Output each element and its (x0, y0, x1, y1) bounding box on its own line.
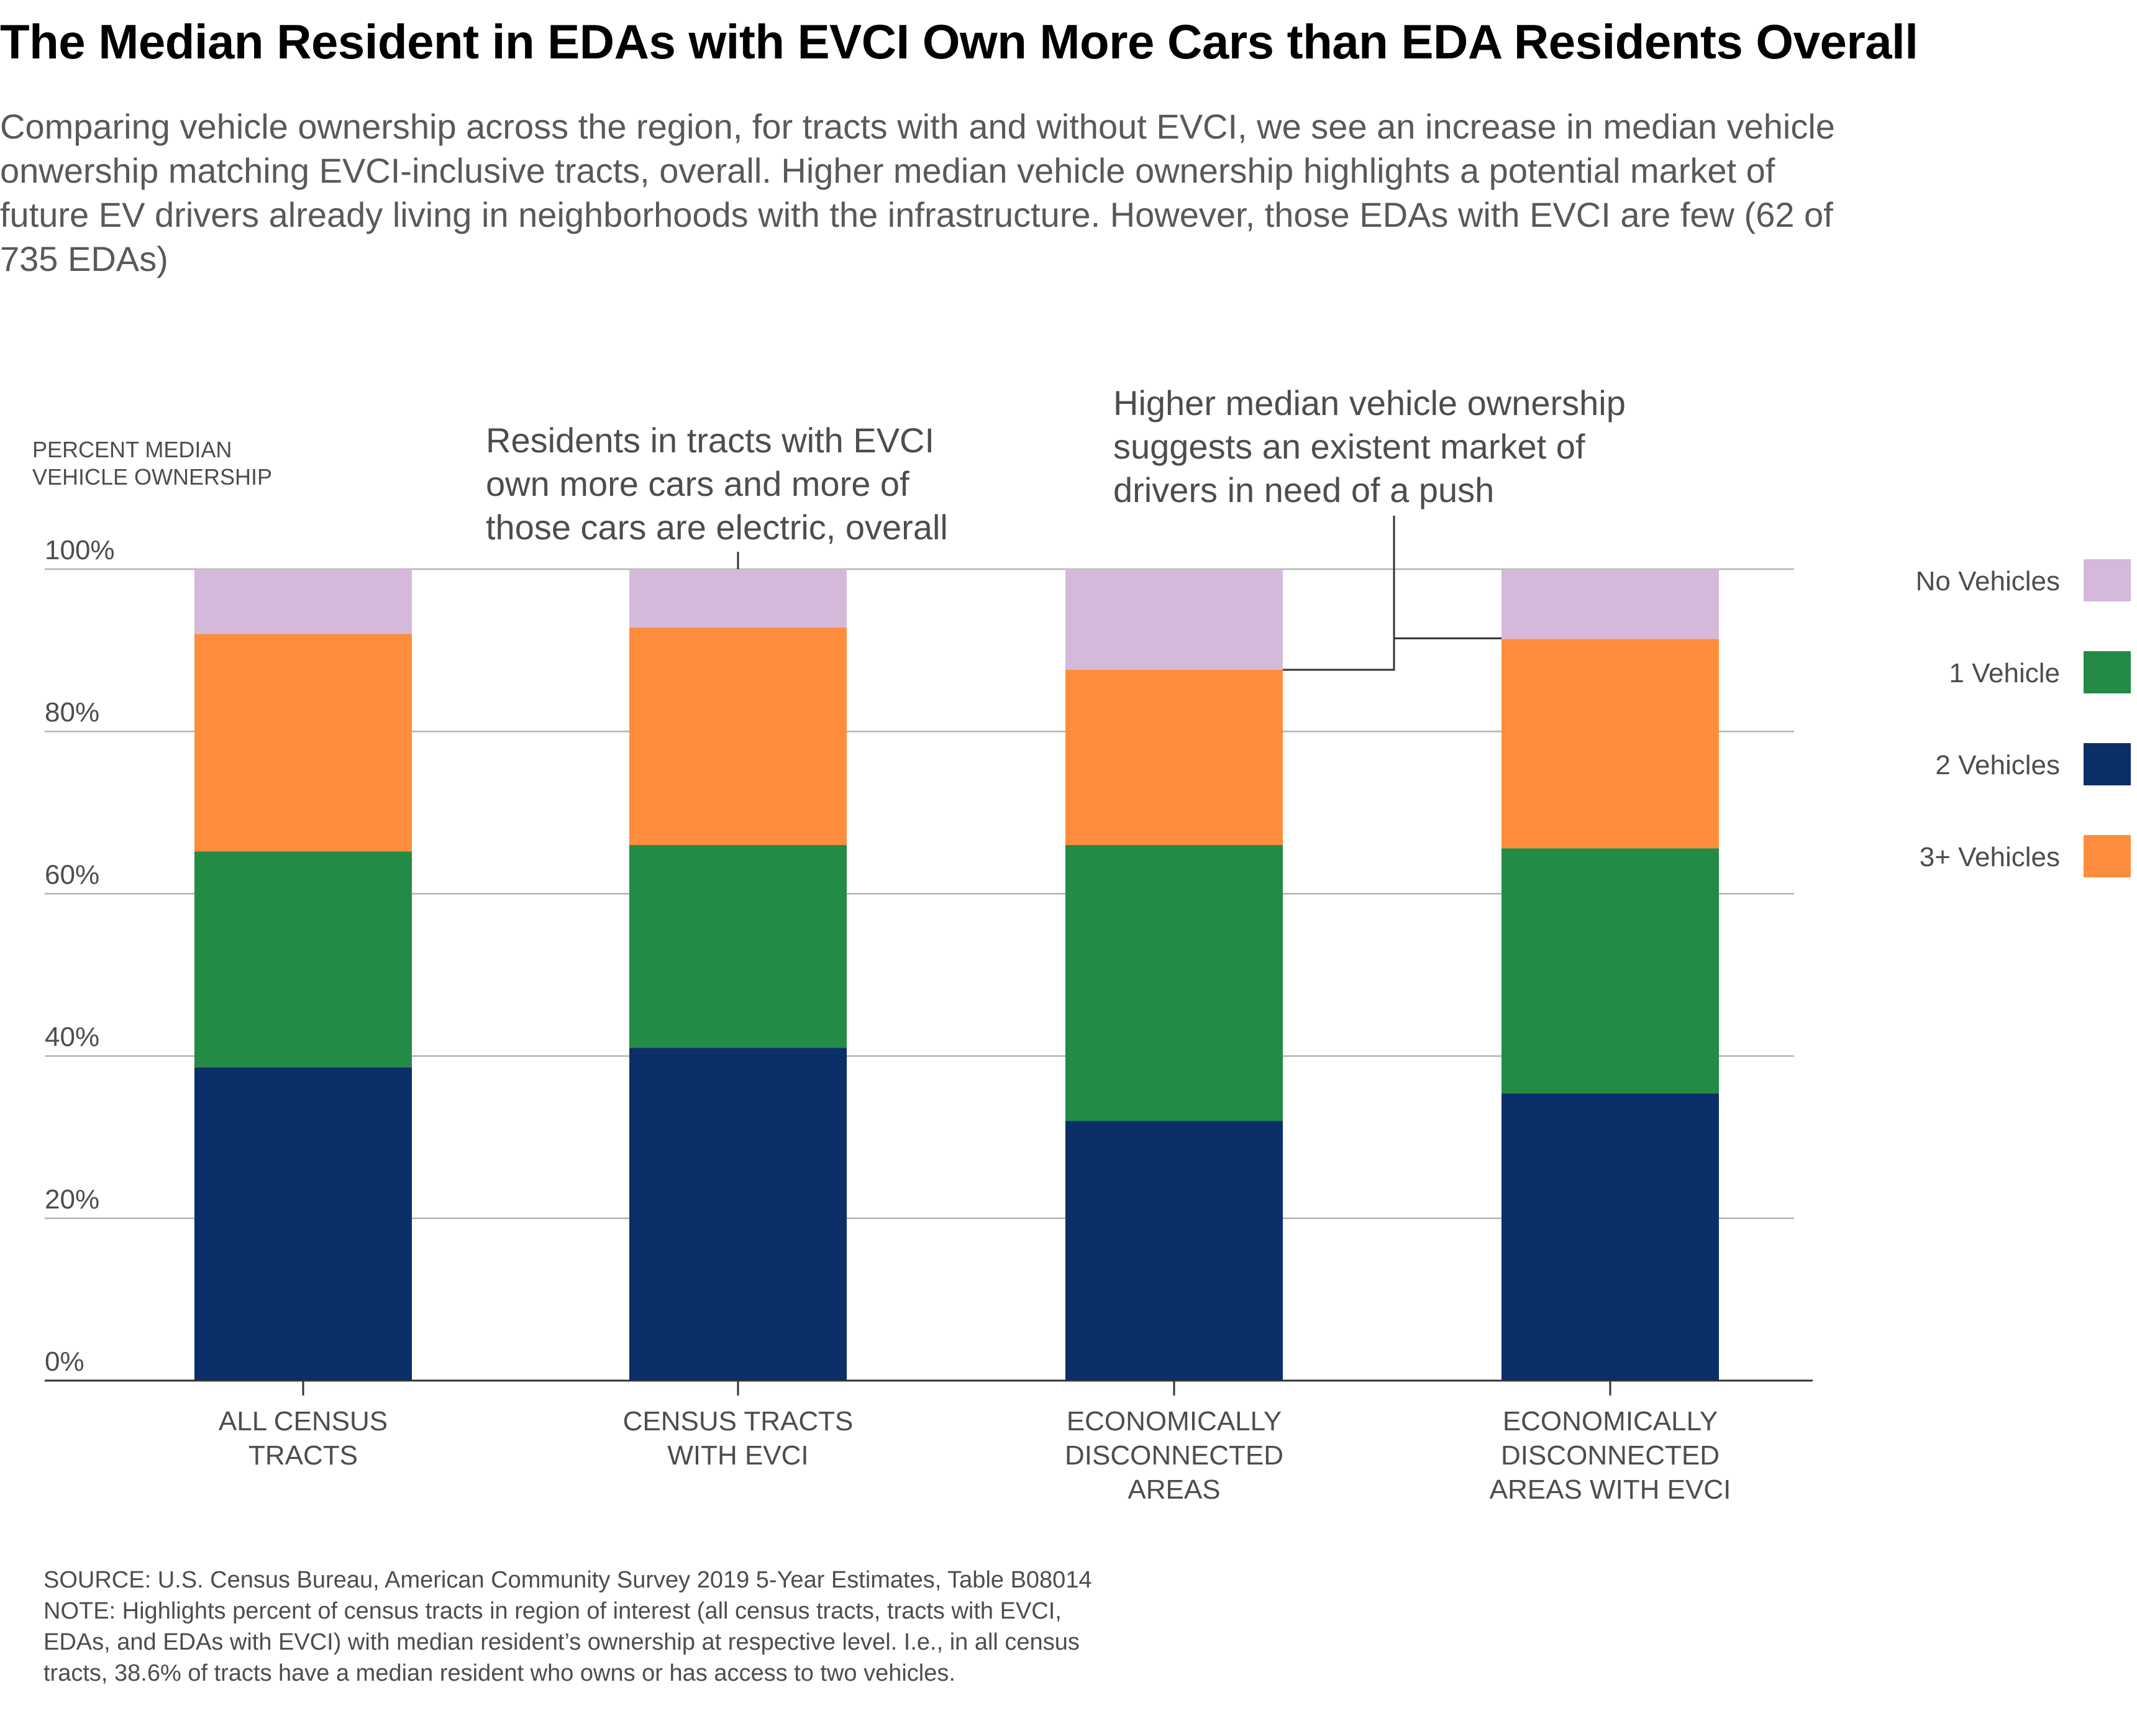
bar-segment (629, 569, 847, 628)
annotation-text: Higher median vehicle ownership (1113, 383, 1626, 423)
annotation-text: own more cars and more of (486, 464, 909, 503)
legend-swatch (2084, 651, 2131, 693)
note-line: EDAs, and EDAs with EVCI) with median re… (43, 1629, 1080, 1655)
bar-segment (1065, 845, 1283, 1122)
bar-segment (629, 628, 847, 846)
x-tick-label: ECONOMICALLY (1503, 1406, 1718, 1437)
legend-label: 2 Vehicles (1935, 750, 2060, 780)
bar-segment (629, 845, 847, 1048)
legend-swatch (2084, 559, 2131, 601)
x-tick-label: ECONOMICALLY (1067, 1406, 1282, 1437)
bar-segment (194, 851, 412, 1067)
chart-subtitle: Comparing vehicle ownership across the r… (0, 107, 1835, 278)
x-tick-label: DISCONNECTED (1501, 1440, 1720, 1471)
y-tick-label: 0% (45, 1346, 84, 1377)
y-tick-label: 20% (45, 1184, 99, 1215)
annotation-text: Residents in tracts with EVCI (486, 421, 934, 460)
annotation-text: suggests an existent market of (1113, 427, 1585, 466)
bar-segment (1065, 669, 1283, 846)
bar-segment (194, 634, 412, 852)
x-tick-label: CENSUS TRACTS (623, 1406, 854, 1437)
bar-segment (629, 1048, 847, 1381)
bar-segment (1065, 569, 1283, 670)
y-tick-label: 80% (45, 697, 99, 728)
annotation-bracket (1283, 637, 1501, 671)
legend-label: No Vehicles (1916, 566, 2060, 596)
x-tick-label: DISCONNECTED (1065, 1440, 1283, 1471)
y-tick-label: 40% (45, 1022, 99, 1053)
annotation-text: those cars are electric, overall (486, 508, 948, 547)
legend-label: 3+ Vehicles (1920, 842, 2060, 872)
x-tick-label: AREAS WITH EVCI (1490, 1474, 1731, 1505)
bar-segment (1065, 1121, 1283, 1381)
note-line: NOTE: Highlights percent of census tract… (43, 1598, 1062, 1624)
x-tick-label: AREAS (1128, 1474, 1220, 1505)
y-axis-label: PERCENT MEDIAN (32, 437, 232, 462)
footnotes: SOURCE: U.S. Census Bureau, American Com… (43, 1565, 1286, 1689)
legend-label: 1 Vehicle (1949, 658, 2060, 688)
x-tick-label: TRACTS (248, 1440, 358, 1471)
legend-swatch (2084, 743, 2131, 785)
source-note: SOURCE: U.S. Census Bureau, American Com… (43, 1567, 1092, 1593)
bar-segment (1501, 1093, 1719, 1381)
annotation-text: drivers in need of a push (1113, 470, 1494, 509)
bar-segment (194, 569, 412, 634)
legend-swatch (2084, 835, 2131, 877)
y-tick-label: 100% (45, 535, 115, 565)
x-tick-label: WITH EVCI (667, 1440, 808, 1471)
bar-segment (1501, 848, 1719, 1094)
chart-title: The Median Resident in EDAs with EVCI Ow… (0, 14, 1918, 69)
note-line: tracts, 38.6% of tracts have a median re… (43, 1660, 955, 1686)
bar-segment (1501, 569, 1719, 639)
y-tick-label: 60% (45, 859, 99, 890)
y-axis-label: VEHICLE OWNERSHIP (32, 464, 272, 490)
bar-segment (1501, 639, 1719, 849)
bar-segment (194, 1067, 412, 1381)
x-tick-label: ALL CENSUS (219, 1406, 388, 1437)
